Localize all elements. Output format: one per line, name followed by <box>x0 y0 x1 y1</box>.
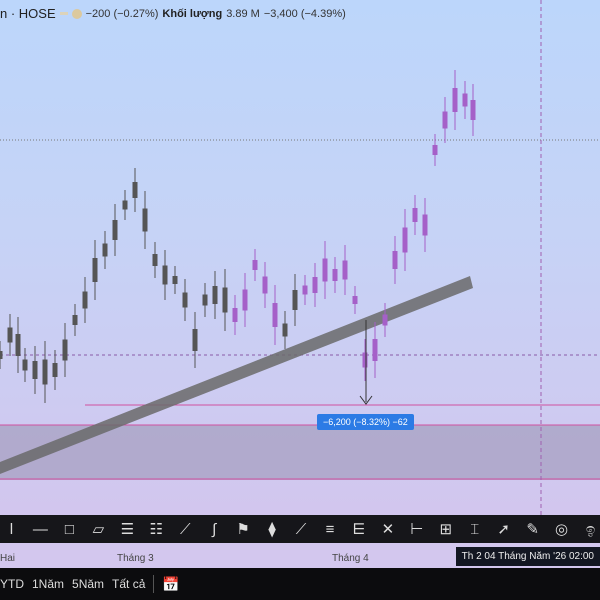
candle-body <box>332 269 338 281</box>
candle-body <box>292 290 298 310</box>
candle-body <box>7 327 13 343</box>
candle-body <box>470 100 476 120</box>
candle-body <box>252 260 258 270</box>
candle-body <box>382 314 388 326</box>
candle-body <box>22 359 28 371</box>
candle-body <box>82 291 88 309</box>
measure-arrowhead <box>359 395 373 405</box>
candle-body <box>372 339 378 361</box>
cursor-icon[interactable]: ǀ <box>9 520 14 538</box>
rectangle-icon[interactable]: □ <box>64 520 74 538</box>
candle-body <box>202 294 208 306</box>
trend-channel <box>0 276 473 474</box>
candle-body <box>392 251 398 269</box>
fib-retracement-icon[interactable]: ≡ <box>325 520 335 538</box>
candle-body <box>172 276 178 284</box>
range-1y[interactable]: 1Năm <box>32 577 65 591</box>
symbol-exchange: n · HOSE <box>0 6 56 21</box>
candle-body <box>192 329 198 351</box>
candle-body <box>32 361 38 379</box>
spiral-icon[interactable]: ඉ <box>585 520 596 538</box>
range-bar: YTD 1Năm 5Năm Tất cả 📅 <box>0 568 600 600</box>
range-ytd[interactable]: YTD <box>0 577 24 591</box>
candle-body <box>312 277 318 293</box>
disjoint-channel-icon[interactable]: ⟋ <box>179 520 191 538</box>
range-all[interactable]: Tất cả <box>112 577 146 591</box>
market-status-icon <box>71 8 82 19</box>
candle-body <box>352 296 358 304</box>
candle-body <box>132 182 138 198</box>
status-dash-icon <box>59 12 68 15</box>
candle-body <box>142 208 148 232</box>
candle-body <box>212 286 218 304</box>
crosshair-time-label: Th 2 04 Tháng Năm '26 02:00 <box>455 547 600 566</box>
candle-body <box>122 200 128 210</box>
candle-body <box>442 111 448 129</box>
candle-body <box>432 145 438 155</box>
volume-label: Khối lượng <box>162 7 223 20</box>
trend-line-icon[interactable]: ⟋ <box>295 520 307 538</box>
candle-body <box>452 88 458 112</box>
measure-label: −6,200 (−8.32%) −62 <box>317 414 414 430</box>
candle-body <box>162 265 168 285</box>
parallel-channel-icon[interactable]: ▱ <box>92 521 105 538</box>
pitchfork-icon[interactable]: ⚑ <box>236 521 250 538</box>
chart-canvas[interactable] <box>0 0 600 515</box>
xabcd-pattern-icon[interactable]: ✕ <box>381 521 395 538</box>
candle-body <box>0 351 3 359</box>
price-change: −200 (−0.27%) <box>85 7 159 20</box>
candle-body <box>52 363 58 377</box>
candle-body <box>422 214 428 236</box>
candle-body <box>342 260 348 280</box>
divider <box>153 575 155 593</box>
calendar-goto-icon[interactable]: 📅 <box>162 575 180 592</box>
volume-change: −3,400 (−4.39%) <box>263 7 346 20</box>
range-5y[interactable]: 5Năm <box>72 577 105 591</box>
candle-body <box>362 352 368 368</box>
candle-body <box>262 276 268 294</box>
candle-body <box>182 292 188 308</box>
fib-channel-icon[interactable]: ⋿ <box>352 521 366 538</box>
price-chart[interactable]: n · HOSE −200 (−0.27%) Khối lượng 3.89 M… <box>0 0 600 515</box>
time-axis[interactable]: Hai Tháng 3 Tháng 4 Th 2 04 Tháng Năm '2… <box>0 543 600 568</box>
price-date-range-icon[interactable]: ⊞ <box>439 521 453 538</box>
path-icon[interactable]: ∫ <box>212 520 217 538</box>
arrow-icon[interactable]: ➚ <box>497 521 510 538</box>
regression-icon[interactable]: ☰ <box>120 521 135 538</box>
volume-value: 3.89 M <box>226 7 260 20</box>
candle-body <box>272 303 278 327</box>
candle-body <box>42 359 48 385</box>
candle-body <box>282 323 288 337</box>
candle-body <box>222 287 228 313</box>
horizontal-ray-icon[interactable]: — <box>32 520 48 538</box>
candle-body <box>412 208 418 222</box>
symbol-legend: n · HOSE −200 (−0.27%) Khối lượng 3.89 M… <box>0 6 346 21</box>
candle-body <box>72 315 78 325</box>
time-label: Tháng 3 <box>117 553 154 564</box>
candle-pattern-icon[interactable]: ⧫ <box>268 521 276 538</box>
candle-body <box>15 334 21 356</box>
drawing-toolbar: ǀ — □ ▱ ☰ ☷ ⟋ ∫ ⚑ ⧫ ⟋ ≡ ⋿ ✕ ⊢ ⊞ ⌶ ➚ ✎ ◎ ඉ <box>0 515 600 543</box>
date-range-icon[interactable]: ⊢ <box>410 521 424 538</box>
candle-body <box>242 289 248 311</box>
time-label: Hai <box>0 553 16 564</box>
price-range-icon[interactable]: ⌶ <box>470 520 480 538</box>
candle-body <box>112 220 118 240</box>
candle-body <box>402 227 408 253</box>
candle-body <box>102 243 108 257</box>
circle-icon[interactable]: ◎ <box>555 521 569 538</box>
candle-body <box>302 285 308 295</box>
flat-top-icon[interactable]: ☷ <box>149 521 163 538</box>
candle-body <box>152 254 158 266</box>
candle-body <box>62 339 68 361</box>
candle-body <box>92 258 98 282</box>
candle-body <box>322 258 328 282</box>
candle-body <box>462 93 468 107</box>
time-label: Tháng 4 <box>332 553 369 564</box>
brush-icon[interactable]: ✎ <box>526 521 539 538</box>
candle-body <box>232 308 238 322</box>
